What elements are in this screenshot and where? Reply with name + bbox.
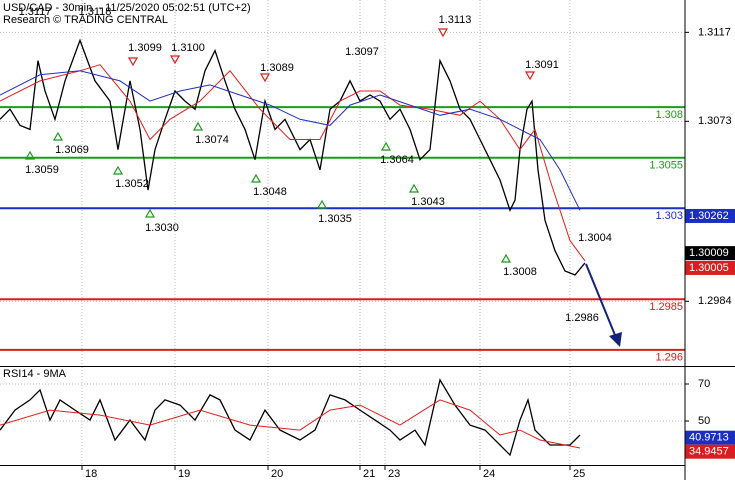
signal-triangle	[380, 141, 392, 151]
price-label-box	[685, 246, 735, 261]
annotation: 1.3048	[253, 186, 287, 198]
signal-triangle	[437, 28, 449, 38]
forecast-arrow	[585, 263, 618, 341]
x-tick-label: 19	[178, 468, 190, 480]
price-label: 1.30005	[689, 262, 729, 274]
level-label: 1.308	[655, 109, 683, 121]
series-line	[0, 399, 581, 449]
signal-triangle	[144, 208, 156, 218]
signal-triangle	[112, 165, 124, 175]
signal-triangle	[408, 183, 420, 193]
signal-triangle	[316, 199, 328, 209]
price-label-box	[685, 444, 735, 459]
price-label-box	[685, 208, 735, 223]
annotation: 1.3004	[578, 232, 612, 244]
annotation: 1.3035	[318, 213, 352, 225]
signal-triangle	[259, 73, 271, 83]
x-tick-label: 23	[388, 468, 400, 480]
signal-triangle	[24, 150, 36, 160]
rsi-title: RSI14 - 9MA	[3, 368, 67, 380]
y-tick-label: 70	[698, 378, 710, 390]
price-label: 1.30009	[689, 247, 729, 259]
annotation: 1.3099	[128, 42, 162, 54]
annotation: 1.3064	[380, 154, 414, 166]
y-tick-label: 1.3117	[698, 26, 731, 38]
annotation: 1.3091	[525, 59, 559, 71]
price-pane: 1.3117 1.3073 1.2984 1.308 1.3055 1.303 1.2985…	[0, 0, 735, 366]
signal-triangle	[250, 173, 262, 183]
signal-triangle	[127, 57, 139, 67]
arrow-head	[609, 332, 622, 347]
signal-triangle	[192, 121, 204, 131]
signal-triangle	[52, 131, 64, 141]
price-label: 40.9713	[689, 432, 729, 444]
annotation: 1.3074	[195, 134, 229, 146]
signal-triangle	[169, 55, 181, 65]
series-line	[0, 378, 581, 457]
x-tick-label: 21	[363, 468, 375, 480]
annotation: 1.3030	[145, 222, 179, 234]
signal-triangle	[500, 253, 512, 263]
price-label: 34.9457	[689, 446, 729, 458]
annotation: 1.3100	[171, 42, 205, 54]
annotation: 1.3052	[115, 178, 149, 190]
annotation: 1.3069	[55, 144, 89, 156]
level-label: 1.303	[655, 210, 683, 222]
level-label: 1.2985	[649, 301, 683, 313]
x-tick-label: 25	[573, 468, 585, 480]
x-tick-label: 18	[85, 468, 97, 480]
x-tick-label: 24	[483, 468, 495, 480]
header-source: Research © TRADING CENTRAL	[3, 14, 168, 26]
price-label-box	[685, 260, 735, 275]
annotation: 1.3008	[503, 266, 537, 278]
annotation: 1.3113	[439, 14, 472, 26]
series-line	[0, 70, 581, 211]
rsi-pane: 70 50 40.9713 34.9457	[0, 367, 735, 465]
y-tick-label: 1.2984	[698, 295, 732, 307]
level-label: 1.296	[655, 352, 683, 364]
y-tick-label: 1.3073	[698, 115, 732, 127]
annotation: 1.3118	[79, 6, 112, 18]
annotation: 1.3043	[411, 196, 445, 208]
header-title: USD/CAD - 30min. - 11/25/2020 05:02:51 (…	[3, 2, 251, 14]
annotation: 1.2986	[565, 312, 599, 324]
x-tick-label: 20	[271, 468, 283, 480]
annotation: 1.3097	[345, 46, 379, 58]
series-line	[0, 64, 586, 262]
annotation: 1.3117	[19, 6, 52, 18]
y-tick-label: 50	[698, 415, 710, 427]
annotation: 1.3059	[25, 164, 59, 176]
level-label: 1.3055	[649, 160, 683, 172]
price-label-box	[685, 430, 735, 445]
price-label: 1.30262	[689, 210, 729, 222]
annotation: 1.3089	[260, 62, 294, 74]
signal-triangle	[524, 71, 536, 81]
